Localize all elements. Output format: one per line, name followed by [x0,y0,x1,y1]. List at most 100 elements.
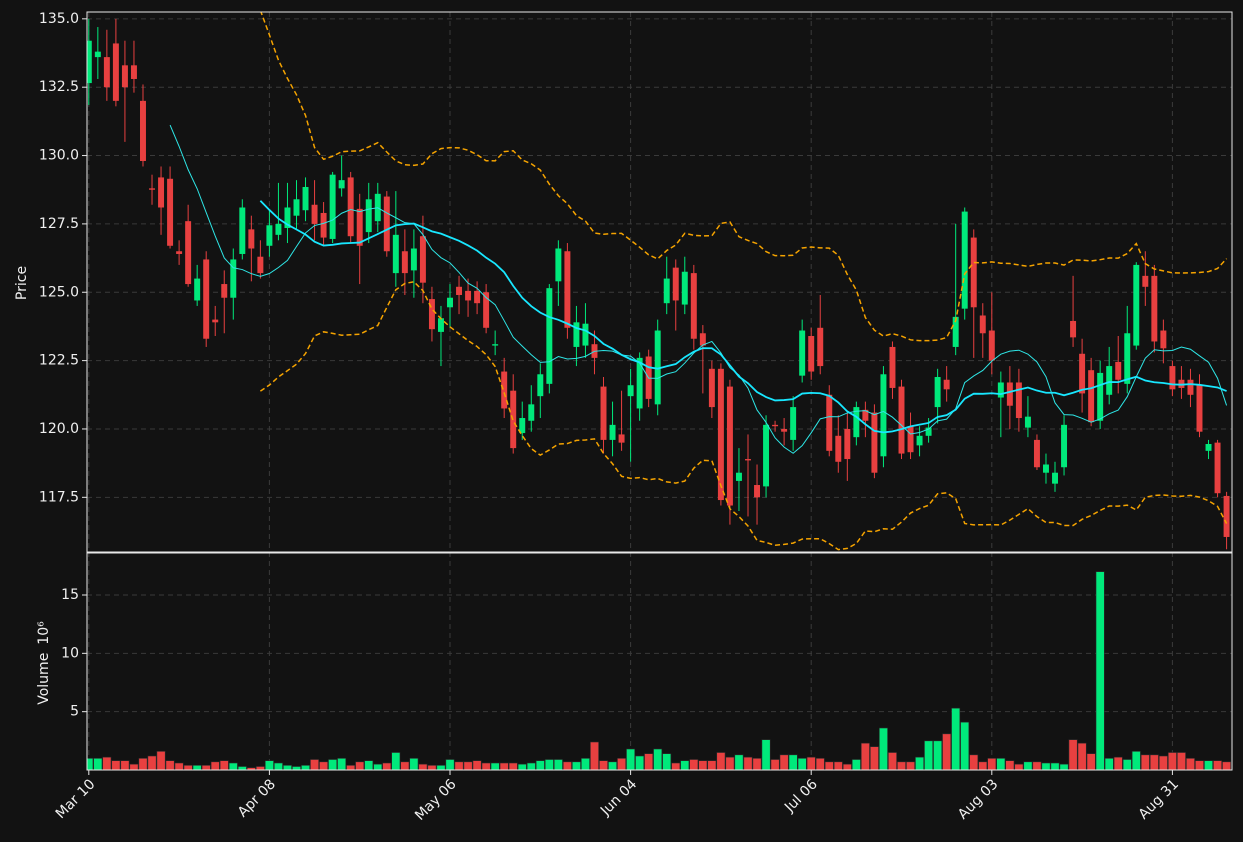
candle-body [564,251,571,328]
volume-bar [860,742,870,770]
volume-bar [617,758,627,770]
bollinger-band [259,280,1228,551]
volume-bar [842,763,852,770]
candle-body [979,315,986,334]
candle-body [745,459,751,461]
volume-bar [328,759,338,770]
volume-bar [174,762,184,770]
candle-body [167,178,174,246]
candle-body [501,371,508,409]
volume-bar [301,765,310,770]
volume-bar [707,760,717,770]
candle-body [943,379,950,390]
candle-body [1133,264,1140,346]
candle-body [808,336,815,372]
volume-bar [698,760,708,770]
candle-body [1079,353,1086,394]
candle-body [925,427,932,436]
volume-bar [635,755,645,770]
candle-body [537,374,544,397]
volume-bar [906,761,915,770]
candle-body [546,288,553,384]
candle-body [781,428,788,432]
volume-bar [978,761,988,770]
volume-bar [1186,758,1195,770]
volume-bar [608,761,617,770]
candle-body [1214,442,1221,494]
volume-bar [969,754,979,770]
volume-bar [283,765,292,770]
volume-bar [1176,752,1186,770]
candle-body [952,316,959,347]
candle-body [483,292,490,328]
candle-body [158,177,165,208]
candle-body [1223,495,1230,537]
volume-bar [716,752,726,770]
candle-body [121,65,128,88]
volume-bar [201,765,211,770]
candle-body [573,322,580,347]
volume-frame [86,552,1233,771]
volume-bar [526,762,536,770]
volume-bar [942,733,952,770]
candle-body [329,174,336,239]
candle-body [1196,385,1203,432]
candle-body [1142,275,1149,287]
candle-body [988,330,995,361]
volume-bar [1095,571,1105,770]
volume-bar [1005,760,1015,770]
candle-body [609,424,616,440]
volume-bar [129,763,139,770]
candle-body [582,323,589,346]
volume-bar [138,758,148,770]
volume-bar [210,761,220,770]
volume-bar [382,762,392,770]
price-frame [86,11,1233,553]
candle-body [1169,366,1176,390]
volume-bar [770,759,780,770]
candle-body [790,407,797,440]
candle-body [1006,382,1013,406]
volume-bar [355,761,365,770]
candle-body [212,319,219,323]
volume-bar [183,765,193,770]
candle-body [221,284,228,298]
volume-bar [292,766,301,770]
volume-bar [93,758,103,770]
candle-body [555,248,562,282]
candle-body [907,426,914,453]
candle-body [754,485,761,498]
volume-bar [1140,754,1150,770]
candle-body [284,207,291,228]
volume-bar [689,759,699,770]
candle-body [1115,361,1122,380]
candle-body [392,234,399,274]
volume-bar [391,752,401,770]
volume-bar [951,707,961,770]
candle-body [898,386,905,454]
candle-body [474,290,481,304]
price-panel [87,12,1230,551]
candle-body [853,407,860,438]
volume-bar [915,756,925,770]
volume-bar [752,758,762,770]
volume-bar [517,763,527,770]
volume-bar [319,761,329,770]
y-tick-label: 5 [70,704,79,720]
candle-body [699,333,706,346]
volume-bar [535,760,545,770]
volume-bar [671,762,681,770]
volume-bar [743,756,753,770]
volume-bar [761,739,771,770]
volume-offset: 10⁶ [36,621,52,645]
volume-bar [590,741,599,770]
candle-body [437,318,444,332]
candle-body [708,368,715,408]
volume-bar [409,758,419,770]
volume-bar [833,761,843,770]
volume-bar [436,765,446,770]
volume-bar [544,759,554,770]
candle-body [365,199,372,233]
candle-body [871,412,878,473]
